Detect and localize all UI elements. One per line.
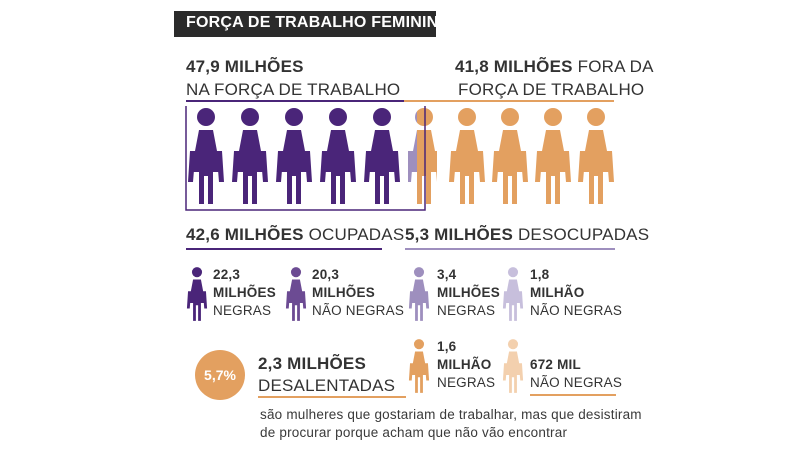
out-workforce-underline <box>404 100 614 102</box>
in-workforce-value: 47,9 MILHÕES <box>186 57 304 76</box>
page-title: FORÇA DE TRABALHO FEMININA <box>186 14 451 31</box>
discouraged-note-line-1: são mulheres que gostariam de trabalhar,… <box>260 407 642 422</box>
out-workforce-value: 41,8 MILHÕES FORA DA <box>455 57 654 76</box>
group-negras-desocupadas: 3,4 MILHÕES NEGRAS <box>437 267 500 318</box>
discouraged-label: DESALENTADAS <box>258 376 396 395</box>
woman-icon <box>186 267 208 321</box>
woman-icon <box>502 339 524 393</box>
group-nao-negras-desalentadas: 672 MIL NÃO NEGRAS <box>530 357 623 390</box>
workforce-bracket <box>185 106 426 211</box>
discouraged-value: 2,3 MILHÕES <box>258 354 367 373</box>
group-negras-desalentadas: 1,6 MILHÃO NEGRAS <box>437 339 496 390</box>
discouraged-note-line-2: de procurar porque acham que não vão enc… <box>260 425 568 440</box>
in-workforce-label: NA FORÇA DE TRABALHO <box>186 80 401 99</box>
percent-badge: 5,7% <box>195 350 245 400</box>
woman-icon <box>502 267 524 321</box>
discouraged-underline <box>258 396 406 398</box>
unoccupied-label: 5,3 MILHÕES DESOCUPADAS <box>405 225 650 244</box>
occupied-label: 42,6 MILHÕES OCUPADAS <box>186 225 405 244</box>
title-bar <box>174 11 436 37</box>
in-workforce-underline <box>186 100 424 102</box>
out-workforce-label: FORÇA DE TRABALHO <box>458 80 645 99</box>
group-negras-ocupadas: 22,3 MILHÕES NEGRAS <box>213 267 276 318</box>
woman-icon <box>285 267 307 321</box>
group-nao-negras-ocupadas: 20,3 MILHÕES NÃO NEGRAS <box>312 267 405 318</box>
group-nao-negras-desocupadas: 1,8 MILHÃO NÃO NEGRAS <box>530 267 623 318</box>
occupied-underline <box>186 248 382 250</box>
woman-icon <box>408 339 430 393</box>
woman-icon <box>408 267 430 321</box>
unoccupied-underline <box>405 248 615 250</box>
discouraged-underline-right <box>530 394 616 396</box>
